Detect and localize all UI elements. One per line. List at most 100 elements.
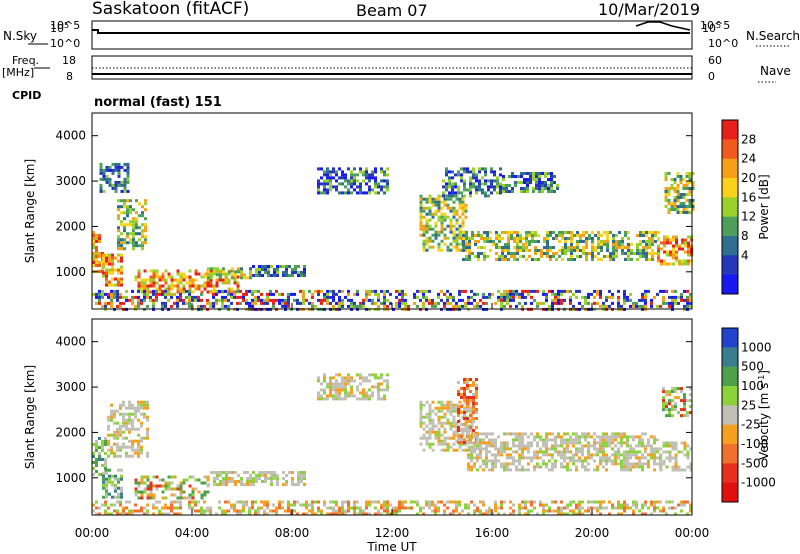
power-cell-13 xyxy=(679,202,683,205)
velocity-cell-7 xyxy=(475,408,478,411)
velocity-cell-2 xyxy=(140,439,143,443)
velocity-cell-3 xyxy=(188,484,192,488)
power-cell-14 xyxy=(476,292,479,296)
velocity-cell-11 xyxy=(662,506,665,510)
velocity-cell-8 xyxy=(500,465,503,469)
velocity-cell-6 xyxy=(446,448,450,452)
velocity-cell-6 xyxy=(428,406,432,410)
velocity-cell-6 xyxy=(419,442,423,446)
velocity-cell-4 xyxy=(270,471,273,474)
power-cell-14 xyxy=(188,298,191,302)
power-cell-14 xyxy=(641,298,644,302)
power-cell-10 xyxy=(627,231,630,234)
velocity-cell-11 xyxy=(125,512,128,516)
velocity-cell-4 xyxy=(249,477,252,480)
velocity-cell-11 xyxy=(689,509,692,513)
velocity-cell-7 xyxy=(457,408,460,411)
velocity-cell-8 xyxy=(476,441,479,445)
power-cell-13 xyxy=(691,202,695,205)
velocity-cell-7 xyxy=(469,399,472,402)
power-cell-10 xyxy=(648,231,651,234)
power-cell-14 xyxy=(188,289,191,293)
power-cell-14 xyxy=(620,304,623,308)
velocity-cell-8 xyxy=(569,435,572,439)
power-cell-14 xyxy=(164,304,167,308)
power-cell-8 xyxy=(458,233,462,237)
power-cell-14 xyxy=(554,292,557,296)
velocity-cell-6 xyxy=(419,424,423,428)
velocity-cell-5 xyxy=(323,397,326,401)
power-cell-14 xyxy=(335,292,338,296)
power-cell-13 xyxy=(679,211,683,214)
power-cell-1 xyxy=(114,256,117,260)
power-cell-3 xyxy=(144,208,147,212)
power-cell-8 xyxy=(464,203,468,207)
velocity-cell-4 xyxy=(240,483,243,486)
velocity-cell-11 xyxy=(260,500,263,504)
power-cell-13 xyxy=(688,193,692,196)
velocity-cell-8 xyxy=(611,441,614,445)
velocity-cell-11 xyxy=(467,506,470,510)
velocity-cell-8 xyxy=(641,462,644,466)
power-cell-1 xyxy=(102,259,105,263)
power-cell-6 xyxy=(303,274,306,277)
power-cell-14 xyxy=(218,289,221,293)
velocity-cell-9 xyxy=(665,441,669,445)
velocity-cell-2 xyxy=(143,406,146,410)
power-cell-7 xyxy=(341,176,344,180)
power-cell-3 xyxy=(141,244,144,248)
power-cell-14 xyxy=(230,295,233,299)
power-cell-9 xyxy=(478,167,481,171)
velocity-cell-11 xyxy=(287,503,290,507)
power-cell-0 xyxy=(98,270,101,273)
power-cell-10 xyxy=(513,258,516,261)
velocity-cell-8 xyxy=(479,444,482,448)
power-cell-14 xyxy=(641,292,644,296)
power-ylabel: Slant Range [km] xyxy=(23,159,37,263)
velocity-cell-8 xyxy=(617,441,620,445)
velocity-cell-4 xyxy=(300,474,303,477)
power-cell-7 xyxy=(344,173,347,177)
velocity-cell-11 xyxy=(362,512,365,516)
power-cell-14 xyxy=(512,295,515,299)
power-cell-14 xyxy=(374,289,377,293)
velocity-cell-7 xyxy=(457,429,460,432)
freq-panel xyxy=(91,55,693,80)
power-cell-14 xyxy=(671,304,674,308)
power-cell-14 xyxy=(143,298,146,302)
velocity-cell-11 xyxy=(230,503,233,507)
power-cell-8 xyxy=(437,245,441,249)
velocity-cell-1 xyxy=(114,474,117,478)
velocity-cell-5 xyxy=(377,385,380,389)
power-cell-1 xyxy=(105,274,108,278)
power-cell-8 xyxy=(440,206,444,210)
velocity-cell-11 xyxy=(359,506,362,510)
velocity-cell-8 xyxy=(647,441,650,445)
velocity-cell-6 xyxy=(440,415,444,419)
velocity-cell-8 xyxy=(482,459,485,463)
power-cell-8 xyxy=(464,215,468,219)
power-cell-14 xyxy=(200,304,203,308)
velocity-cell-2 xyxy=(128,430,131,434)
velocity-cell-8 xyxy=(614,432,617,436)
power-cell-7 xyxy=(386,167,389,171)
velocity-cell-3 xyxy=(170,493,174,497)
power-cell-5 xyxy=(231,276,234,280)
power-cell-7 xyxy=(356,179,359,183)
power-cell-11 xyxy=(514,181,517,184)
velocity-cell-9 xyxy=(662,450,666,454)
velocity-cell-8 xyxy=(620,432,623,436)
power-cell-14 xyxy=(323,292,326,296)
power-cell-8 xyxy=(443,197,447,201)
power-cell-2 xyxy=(111,171,115,175)
velocity-cell-6 xyxy=(428,412,432,416)
velocity-cell-11 xyxy=(356,500,359,504)
power-cell-8 xyxy=(458,236,462,240)
velocity-cell-4 xyxy=(246,480,249,483)
power-cell-11 xyxy=(556,187,559,190)
velocity-cell-11 xyxy=(473,503,476,507)
power-cell-10 xyxy=(507,231,510,234)
velocity-cell-11 xyxy=(485,512,488,516)
velocity-cell-8 xyxy=(542,438,545,442)
velocity-cell-8 xyxy=(485,462,488,466)
